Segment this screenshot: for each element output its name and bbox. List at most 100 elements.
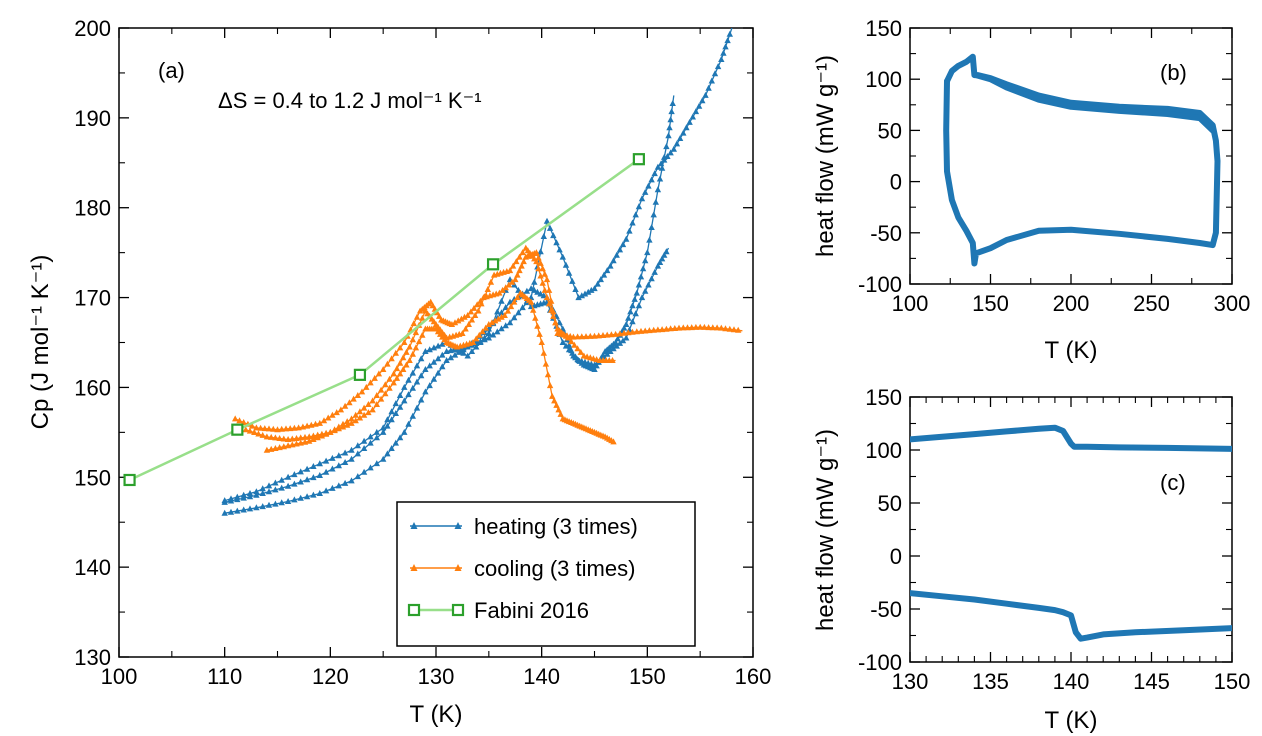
- data-marker: [470, 304, 478, 311]
- y-tick-label: 0: [890, 544, 902, 569]
- data-marker: [473, 335, 480, 342]
- data-marker: [661, 251, 668, 258]
- data-marker: [587, 332, 594, 339]
- data-marker: [735, 326, 742, 333]
- data-marker: [663, 248, 670, 255]
- data-marker: [409, 336, 416, 343]
- data-marker: [645, 281, 652, 288]
- data-marker: [531, 278, 538, 285]
- data-marker: [335, 462, 342, 469]
- data-marker: [543, 294, 551, 301]
- data-marker: [536, 330, 543, 337]
- data-marker: [667, 325, 674, 332]
- data-marker: [548, 306, 555, 313]
- data-marker: [248, 422, 256, 429]
- data-marker: [481, 293, 488, 300]
- data-marker: [392, 439, 399, 446]
- data-marker: [516, 267, 523, 274]
- data-marker: [329, 411, 336, 418]
- data-marker: [246, 490, 254, 496]
- panel-a-xlabel: T (K): [410, 701, 463, 728]
- data-marker: [654, 326, 662, 333]
- data-marker: [551, 397, 558, 404]
- panel-c-xlabel: T (K): [1045, 707, 1098, 734]
- data-marker: [468, 316, 476, 323]
- x-tick-label: 130: [892, 669, 929, 694]
- data-marker: [318, 432, 326, 439]
- data-marker: [625, 314, 632, 321]
- data-marker: [382, 390, 389, 397]
- fabini-marker: [123, 473, 136, 487]
- data-marker: [626, 227, 633, 234]
- data-marker: [396, 392, 404, 398]
- legend-marker: [454, 564, 462, 571]
- data-marker: [439, 340, 446, 347]
- data-marker: [380, 455, 387, 462]
- data-marker: [268, 433, 275, 440]
- y-tick-label: 100: [865, 438, 902, 463]
- data-marker: [341, 402, 349, 409]
- data-marker: [695, 102, 703, 109]
- data-marker: [265, 488, 273, 495]
- data-marker: [683, 124, 690, 131]
- data-marker: [469, 339, 477, 345]
- data-marker: [639, 265, 647, 272]
- data-marker: [221, 497, 228, 504]
- x-tick-label: 200: [1053, 291, 1090, 316]
- data-marker: [604, 331, 611, 338]
- data-marker: [646, 327, 653, 334]
- data-marker: [635, 281, 643, 288]
- data-marker: [541, 286, 548, 293]
- data-marker: [623, 321, 630, 327]
- data-marker: [278, 484, 285, 491]
- panel-b-xlabel: T (K): [1045, 337, 1098, 364]
- data-marker: [284, 498, 292, 504]
- data-marker: [419, 314, 426, 321]
- data-marker: [494, 308, 501, 315]
- data-marker: [388, 408, 395, 415]
- data-marker: [553, 401, 560, 408]
- data-marker: [656, 259, 664, 265]
- panel-b: 100 150 200 250 300 -100 -50 0 50 100 150 (b) T (K…: [812, 16, 1250, 364]
- data-marker: [512, 276, 519, 283]
- data-marker: [572, 353, 579, 360]
- data-marker: [515, 309, 522, 316]
- data-marker: [259, 490, 266, 496]
- panel-c: 130 135 140 145 150 -100 -50 0 50 100 150 (c) T (K…: [812, 385, 1250, 734]
- data-marker: [316, 490, 323, 496]
- data-marker: [388, 445, 395, 451]
- data-marker: [341, 479, 349, 486]
- data-marker: [658, 255, 666, 262]
- data-marker: [291, 424, 298, 431]
- data-marker: [544, 371, 552, 378]
- data-marker: [406, 357, 413, 363]
- data-marker: [253, 504, 260, 511]
- data-marker: [546, 382, 554, 389]
- data-marker: [494, 328, 501, 335]
- data-marker: [403, 348, 410, 355]
- heat-flow-line: [910, 424, 1232, 452]
- data-marker: [451, 319, 459, 326]
- legend-marker: [410, 564, 418, 571]
- data-marker: [612, 339, 619, 345]
- data-marker: [633, 328, 640, 335]
- data-marker: [356, 414, 364, 421]
- data-marker: [680, 129, 687, 136]
- data-marker: [613, 342, 620, 349]
- data-marker: [400, 366, 407, 372]
- data-marker: [380, 366, 387, 372]
- data-marker: [506, 319, 514, 326]
- data-marker: [461, 313, 468, 320]
- data-marker: [724, 37, 731, 44]
- data-marker: [396, 370, 404, 377]
- data-marker: [369, 397, 376, 404]
- data-marker: [371, 374, 378, 381]
- y-tick-label: 50: [878, 491, 902, 516]
- data-marker: [595, 332, 602, 339]
- data-marker: [559, 339, 566, 345]
- data-marker: [396, 359, 404, 366]
- heat-flow-line: [973, 72, 1216, 134]
- data-marker: [320, 417, 328, 424]
- data-marker: [221, 509, 228, 516]
- series-line: [224, 247, 670, 502]
